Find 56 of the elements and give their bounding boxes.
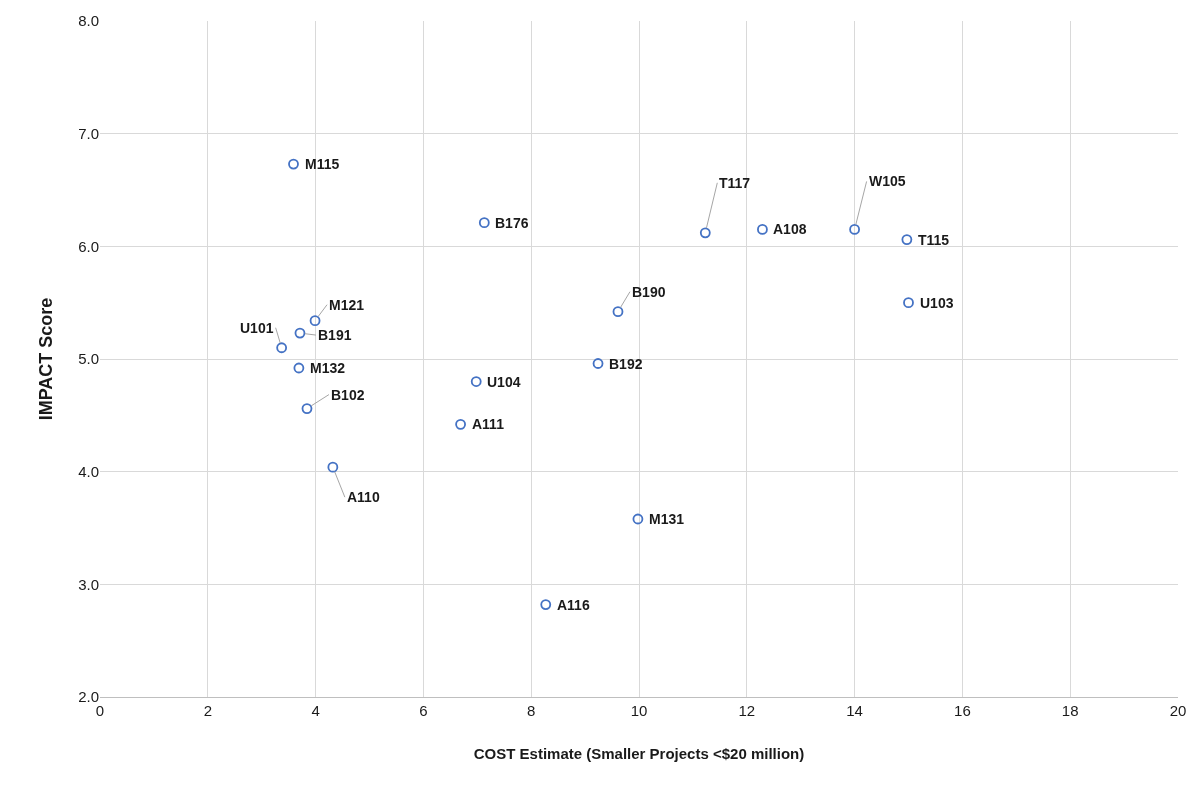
annotation: W105 xyxy=(869,173,906,189)
point xyxy=(478,217,490,229)
point xyxy=(470,376,482,387)
annotation: A110 xyxy=(347,489,380,505)
y-tick-label: 5.0 xyxy=(78,350,99,368)
annotation: B102 xyxy=(331,387,365,403)
annotation: A108 xyxy=(773,221,807,237)
annotation: U101 xyxy=(240,320,274,336)
annotation: B191 xyxy=(318,327,352,343)
annotation: B190 xyxy=(632,284,666,300)
point xyxy=(288,158,299,170)
point xyxy=(757,224,768,235)
y-tick-label: 7.0 xyxy=(78,124,99,142)
point xyxy=(294,327,306,339)
x-tick-label: 8 xyxy=(527,702,536,719)
x-tick-label: 18 xyxy=(1061,702,1079,719)
point xyxy=(301,403,313,414)
annotation: T115 xyxy=(918,232,950,248)
point xyxy=(903,297,914,309)
annotation: M121 xyxy=(329,297,365,313)
x-tick-label: 4 xyxy=(311,702,320,719)
point xyxy=(327,461,339,473)
y-axis-title: IMPACT Score xyxy=(36,297,57,421)
x-tick-label: 6 xyxy=(419,702,428,719)
annotation: M131 xyxy=(649,511,685,527)
point xyxy=(455,418,466,430)
point xyxy=(612,306,624,318)
x-tick-label: 2 xyxy=(203,702,212,719)
point xyxy=(901,234,913,245)
point xyxy=(276,342,288,354)
point xyxy=(592,358,604,369)
point xyxy=(849,224,860,235)
annotation: B192 xyxy=(609,356,643,372)
y-tick-label: 3.0 xyxy=(78,575,99,593)
y-tick-label: 6.0 xyxy=(78,237,99,255)
x-tick-label: 16 xyxy=(954,702,971,719)
annotation: M115 xyxy=(305,156,340,172)
x-tick-label: 14 xyxy=(846,702,863,719)
point xyxy=(309,315,321,327)
annotation: M132 xyxy=(310,360,346,376)
point xyxy=(540,599,552,611)
x-tick-label: 20 xyxy=(1169,702,1187,719)
annotation: U104 xyxy=(487,374,521,390)
annotation: A111 xyxy=(472,416,505,432)
y-tick-label: 8.0 xyxy=(78,12,99,30)
point xyxy=(293,362,305,374)
annotation: U103 xyxy=(920,295,954,311)
annotation: T117 xyxy=(719,175,751,191)
y-tick-label: 4.0 xyxy=(78,462,99,480)
x-axis-title: COST Estimate (Smaller Projects <$20 million) xyxy=(473,745,805,762)
x-tick-label: 12 xyxy=(738,702,756,719)
point xyxy=(632,513,644,525)
annotation: B176 xyxy=(495,215,529,231)
point xyxy=(699,227,711,239)
x-tick-label: 10 xyxy=(630,702,648,719)
annotation: A116 xyxy=(557,597,590,613)
